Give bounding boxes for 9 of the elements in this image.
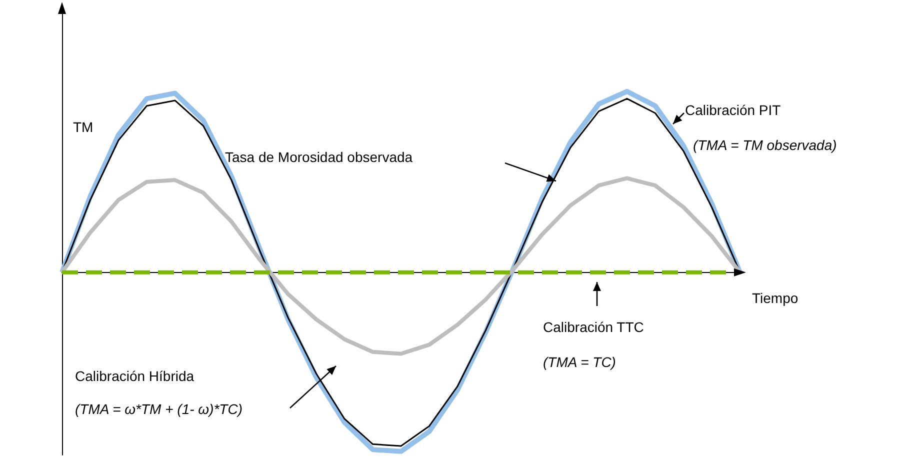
annotation: (TMA = TM observada) — [693, 137, 837, 153]
annotation: Calibración Híbrida — [75, 368, 194, 384]
annotation: Tasa de Morosidad observada — [225, 149, 413, 165]
y-axis-title: TM — [73, 119, 94, 135]
annotation: Calibración PIT — [685, 102, 782, 118]
annotation: Calibración TTC — [543, 319, 644, 335]
annotation: (TMA = TC) — [543, 354, 616, 370]
x-axis-title: Tiempo — [752, 290, 798, 306]
annotation: (TMA = ω*TM + (1- ω)*TC) — [75, 401, 243, 417]
